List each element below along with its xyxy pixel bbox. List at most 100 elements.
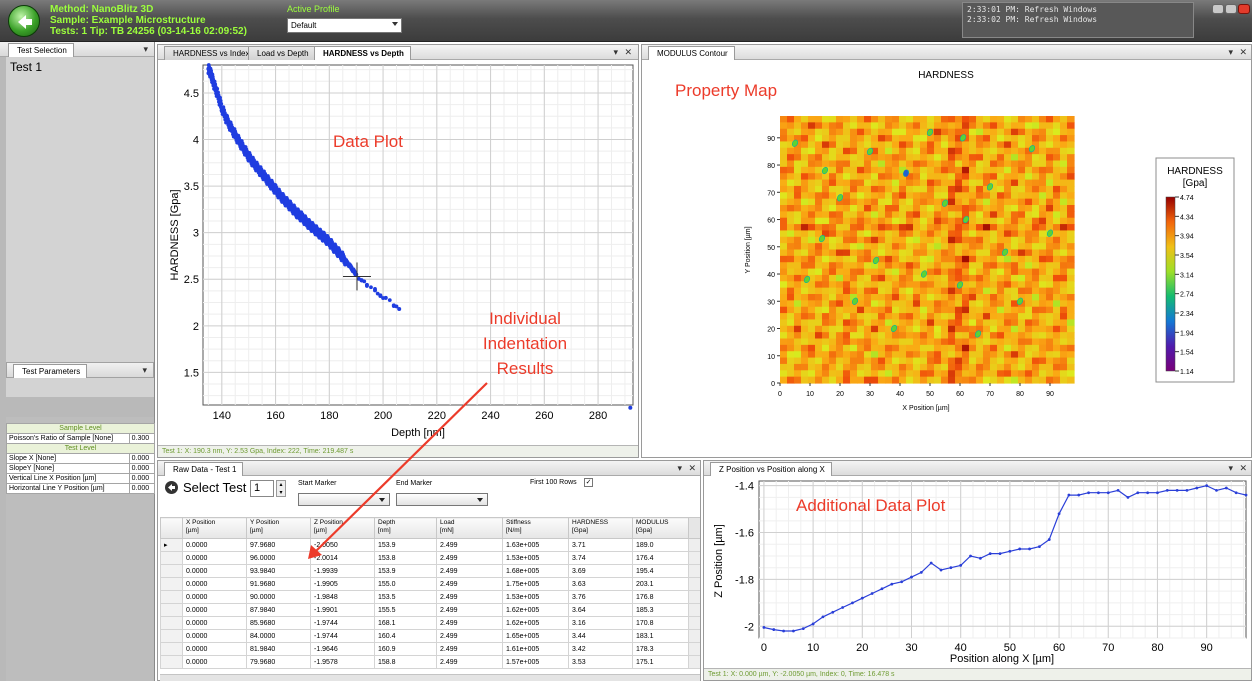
- table-cell[interactable]: 3.74: [568, 551, 633, 565]
- scrollbar-track[interactable]: [688, 577, 700, 591]
- column-header[interactable]: HARDNESS [Gpa]: [568, 517, 633, 539]
- table-cell[interactable]: 1.75e+005: [502, 577, 569, 591]
- param-value[interactable]: 0.300: [128, 433, 156, 444]
- table-cell[interactable]: 3.71: [568, 538, 633, 552]
- close-icon[interactable]: ✕: [1239, 47, 1247, 57]
- table-cell[interactable]: 2.499: [436, 616, 503, 630]
- table-cell[interactable]: 3.76: [568, 590, 633, 604]
- tab-load-vs-depth[interactable]: Load vs Depth: [248, 46, 316, 60]
- table-cell[interactable]: 0.0000: [182, 655, 247, 669]
- back-arrow-icon[interactable]: [165, 481, 178, 494]
- column-header[interactable]: MODULUS [Gpa]: [632, 517, 689, 539]
- scrollbar-track[interactable]: [688, 590, 700, 604]
- table-cell[interactable]: 170.8: [632, 616, 689, 630]
- table-cell[interactable]: 1.62e+005: [502, 603, 569, 617]
- table-cell[interactable]: 81.9840: [246, 642, 311, 656]
- close-icon[interactable]: ✕: [688, 463, 696, 473]
- table-cell[interactable]: 1.63e+005: [502, 538, 569, 552]
- table-cell[interactable]: 0.0000: [182, 642, 247, 656]
- close-icon[interactable]: ✕: [1239, 463, 1247, 473]
- table-cell[interactable]: 0.0000: [182, 538, 247, 552]
- table-cell[interactable]: 3.69: [568, 564, 633, 578]
- tab-raw-data[interactable]: Raw Data - Test 1: [164, 462, 244, 476]
- table-cell[interactable]: 91.9680: [246, 577, 311, 591]
- param-row[interactable]: SlopeY [None] 0.000: [6, 463, 156, 474]
- table-cell[interactable]: 0.0000: [182, 577, 247, 591]
- scrollbar-vertical[interactable]: [688, 517, 700, 539]
- table-row[interactable]: 0.0000 85.9680 -1.9744 168.1 2.499 1.62e+005 3…: [160, 616, 700, 630]
- table-cell[interactable]: 1.53e+005: [502, 590, 569, 604]
- row-header[interactable]: [160, 603, 183, 617]
- table-cell[interactable]: 1.53e+005: [502, 551, 569, 565]
- table-cell[interactable]: 176.8: [632, 590, 689, 604]
- first-100-rows-checkbox[interactable]: ✓: [584, 478, 593, 487]
- table-cell[interactable]: 1.68e+005: [502, 564, 569, 578]
- table-cell[interactable]: 155.5: [374, 603, 437, 617]
- table-cell[interactable]: 2.499: [436, 642, 503, 656]
- scrollbar-track[interactable]: [688, 538, 700, 552]
- column-header[interactable]: Stiffness [N/m]: [502, 517, 569, 539]
- table-cell[interactable]: -1.9646: [310, 642, 375, 656]
- z-position-chart[interactable]: 0 10 20 30 40 50 60 70 80 90-2-1.8-1.6-1.4Positio…: [704, 476, 1251, 669]
- chevron-down-icon[interactable]: ▾: [1228, 463, 1233, 473]
- list-item-test-1[interactable]: Test 1: [10, 60, 43, 74]
- table-cell[interactable]: 3.64: [568, 603, 633, 617]
- table-cell[interactable]: 1.57e+005: [502, 655, 569, 669]
- select-test-input[interactable]: 1: [250, 480, 274, 497]
- table-cell[interactable]: 176.4: [632, 551, 689, 565]
- active-profile-select[interactable]: Default: [287, 18, 402, 33]
- start-marker-select[interactable]: [298, 493, 390, 506]
- table-row[interactable]: 0.0000 81.9840 -1.9646 160.9 2.499 1.61e+005 3…: [160, 642, 700, 656]
- param-value[interactable]: 0.000: [128, 453, 156, 464]
- param-value[interactable]: 0.000: [128, 463, 156, 474]
- chevron-down-icon[interactable]: ▾: [142, 365, 147, 375]
- tab-test-selection[interactable]: Test Selection: [8, 43, 74, 57]
- row-header[interactable]: [160, 564, 183, 578]
- close-window-icon[interactable]: [1238, 4, 1250, 14]
- minimize-window-icon[interactable]: [1225, 4, 1237, 14]
- table-cell[interactable]: 0.0000: [182, 616, 247, 630]
- row-header[interactable]: [160, 590, 183, 604]
- table-cell[interactable]: 1.62e+005: [502, 616, 569, 630]
- row-header[interactable]: [160, 551, 183, 565]
- table-cell[interactable]: 3.16: [568, 616, 633, 630]
- table-cell[interactable]: 3.44: [568, 629, 633, 643]
- table-cell[interactable]: 2.499: [436, 603, 503, 617]
- end-marker-select[interactable]: [396, 493, 488, 506]
- table-cell[interactable]: 2.499: [436, 577, 503, 591]
- scrollbar-track[interactable]: [688, 655, 700, 669]
- select-test-spinner[interactable]: ▴ ▾: [276, 480, 286, 497]
- tab-hardness-vs-depth[interactable]: HARDNESS vs Depth: [314, 46, 411, 60]
- table-cell[interactable]: 155.0: [374, 577, 437, 591]
- table-row[interactable]: 0.0000 90.0000 -1.9848 153.5 2.499 1.53e+005 3…: [160, 590, 700, 604]
- table-cell[interactable]: 0.0000: [182, 590, 247, 604]
- scrollbar-track[interactable]: [688, 629, 700, 643]
- table-cell[interactable]: 0.0000: [182, 564, 247, 578]
- table-cell[interactable]: 183.1: [632, 629, 689, 643]
- table-cell[interactable]: 79.9680: [246, 655, 311, 669]
- scrollbar-track[interactable]: [688, 603, 700, 617]
- param-row[interactable]: Vertical Line X Position [µm] 0.000: [6, 473, 156, 484]
- table-cell[interactable]: -1.9848: [310, 590, 375, 604]
- table-cell[interactable]: 153.5: [374, 590, 437, 604]
- table-cell[interactable]: 0.0000: [182, 629, 247, 643]
- back-arrow-icon[interactable]: [8, 5, 40, 37]
- table-row[interactable]: 0.0000 87.9840 -1.9901 155.5 2.499 1.62e+005 3…: [160, 603, 700, 617]
- row-header[interactable]: [160, 616, 183, 630]
- table-cell[interactable]: 3.53: [568, 655, 633, 669]
- table-row[interactable]: 0.0000 79.9680 -1.9578 158.8 2.499 1.57e+005 3…: [160, 655, 700, 669]
- chevron-down-icon[interactable]: ▾: [613, 47, 618, 57]
- table-cell[interactable]: -1.9744: [310, 629, 375, 643]
- table-cell[interactable]: -1.9901: [310, 603, 375, 617]
- hardness-depth-chart[interactable]: 140 160 180 200 220 240 260 2801.522.533.544.5D…: [158, 60, 638, 445]
- tab-z-position[interactable]: Z Position vs Position along X: [710, 462, 832, 476]
- table-cell[interactable]: 0.0000: [182, 551, 247, 565]
- table-cell[interactable]: 203.1: [632, 577, 689, 591]
- table-cell[interactable]: 168.1: [374, 616, 437, 630]
- table-row[interactable]: 0.0000 93.9840 -1.9939 153.9 2.499 1.68e+005 3…: [160, 564, 700, 578]
- table-cell[interactable]: -1.9578: [310, 655, 375, 669]
- table-cell[interactable]: -1.9744: [310, 616, 375, 630]
- tab-test-parameters[interactable]: Test Parameters: [13, 364, 88, 378]
- param-value[interactable]: 0.000: [128, 483, 156, 494]
